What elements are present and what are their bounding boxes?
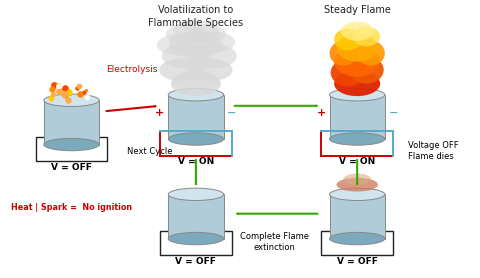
Ellipse shape (171, 71, 221, 96)
Ellipse shape (169, 31, 223, 58)
Ellipse shape (341, 21, 373, 41)
Bar (330, 95, 385, 139)
Ellipse shape (336, 34, 378, 61)
Bar (330, 194, 385, 239)
Text: −: − (388, 108, 398, 118)
Text: Electrolysis: Electrolysis (106, 65, 157, 74)
Ellipse shape (334, 46, 380, 77)
Ellipse shape (168, 133, 224, 145)
Text: V = OFF: V = OFF (51, 163, 92, 172)
Text: +: + (156, 108, 165, 118)
Ellipse shape (168, 188, 224, 200)
Text: Volatilization to
Flammable Species: Volatilization to Flammable Species (148, 5, 243, 28)
Ellipse shape (353, 27, 380, 46)
Text: Next Cycle: Next Cycle (127, 147, 173, 156)
Ellipse shape (357, 41, 385, 66)
Ellipse shape (173, 20, 219, 43)
Ellipse shape (349, 56, 384, 84)
Ellipse shape (187, 44, 237, 68)
Ellipse shape (157, 34, 198, 55)
Text: V = OFF: V = OFF (337, 257, 378, 265)
Text: V = ON: V = ON (339, 157, 375, 166)
Ellipse shape (334, 28, 362, 51)
Ellipse shape (168, 89, 224, 101)
Text: Steady Flame: Steady Flame (324, 5, 391, 15)
Bar (168, 95, 224, 139)
Bar (36, 137, 108, 161)
Ellipse shape (330, 41, 357, 66)
Ellipse shape (330, 232, 385, 245)
Text: V = ON: V = ON (178, 157, 214, 166)
Ellipse shape (159, 58, 205, 81)
Ellipse shape (331, 59, 365, 86)
Bar (321, 231, 393, 255)
Ellipse shape (343, 173, 371, 185)
Ellipse shape (336, 178, 378, 192)
Ellipse shape (330, 188, 385, 200)
Bar (168, 194, 224, 239)
Ellipse shape (166, 24, 203, 43)
Ellipse shape (330, 133, 385, 145)
Ellipse shape (334, 71, 380, 96)
Ellipse shape (44, 138, 99, 151)
Ellipse shape (44, 94, 99, 106)
Text: Complete Flame
extinction: Complete Flame extinction (240, 232, 309, 252)
Ellipse shape (168, 232, 224, 245)
Text: −: − (227, 108, 237, 118)
Text: +: + (317, 108, 326, 118)
Ellipse shape (162, 44, 212, 68)
Text: V = OFF: V = OFF (176, 257, 216, 265)
Ellipse shape (193, 32, 235, 53)
Text: Heat | Spark =  No ignition: Heat | Spark = No ignition (11, 203, 132, 212)
Bar (160, 231, 232, 255)
Ellipse shape (187, 58, 232, 81)
Ellipse shape (330, 89, 385, 101)
Bar (44, 100, 99, 145)
Ellipse shape (189, 24, 226, 43)
Text: Voltage OFF
Flame dies: Voltage OFF Flame dies (408, 142, 458, 162)
